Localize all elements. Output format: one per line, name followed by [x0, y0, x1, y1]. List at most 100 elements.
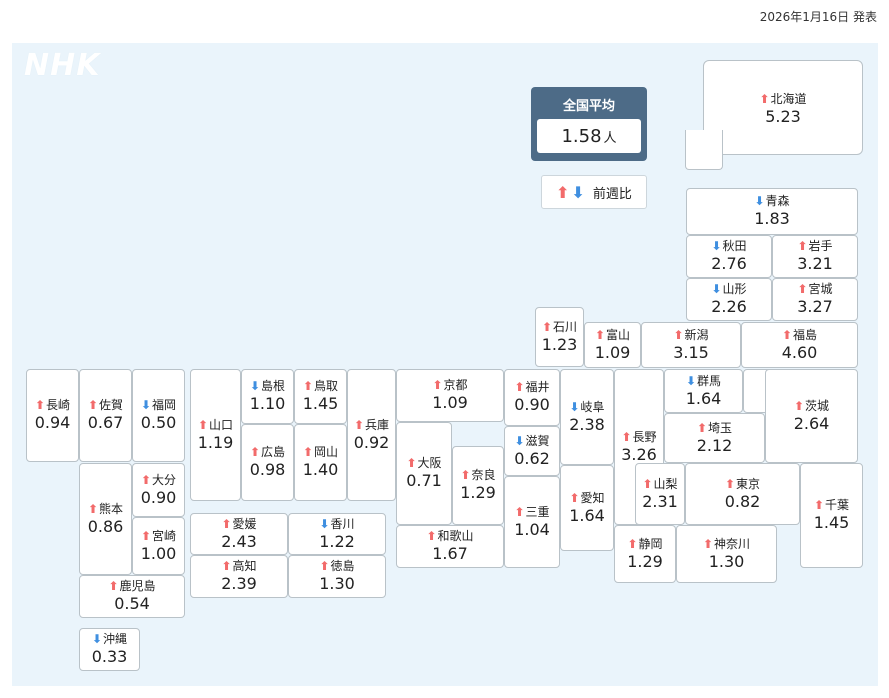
- pref-name: ⬆ 岡山: [303, 445, 338, 459]
- pref-value: 2.12: [696, 435, 733, 455]
- pref-value: 3.26: [621, 444, 657, 464]
- arrow-up-icon: ⬆: [406, 456, 417, 470]
- pref-name-text: 福島: [793, 327, 818, 342]
- pref-fukuoka[interactable]: ⬇ 福岡 0.50: [132, 369, 185, 462]
- pref-mie[interactable]: ⬆ 三重 1.04: [504, 476, 560, 568]
- pref-name-text: 石川: [553, 319, 578, 334]
- pref-name: ⬆ 佐賀: [88, 398, 123, 412]
- pref-name-text: 佐賀: [99, 398, 124, 412]
- pref-okayama[interactable]: ⬆ 岡山 1.40: [294, 424, 347, 501]
- pref-hiroshima[interactable]: ⬆ 広島 0.98: [241, 424, 294, 501]
- arrow-up-icon: ⬆: [302, 445, 314, 459]
- pref-wakayama[interactable]: ⬆ 和歌山 1.67: [396, 525, 504, 568]
- pref-name-text: 長崎: [46, 398, 71, 412]
- pref-name: ⬇ 滋賀: [514, 434, 549, 448]
- pref-hyogo[interactable]: ⬆ 兵庫 0.92: [347, 369, 396, 501]
- pref-kagoshima[interactable]: ⬆ 鹿児島 0.54: [79, 575, 185, 618]
- pref-fukui[interactable]: ⬆ 福井 0.90: [504, 369, 560, 426]
- pref-kumamoto[interactable]: ⬆ 熊本 0.86: [79, 463, 132, 575]
- pref-akita[interactable]: ⬇ 秋田 2.76: [686, 235, 772, 278]
- arrow-up-icon: ⬆: [541, 319, 553, 334]
- arrow-down-icon: ⬇: [514, 433, 525, 448]
- pref-value: 1.67: [432, 544, 468, 563]
- pref-saitama[interactable]: ⬆ 埼玉 2.12: [664, 413, 765, 463]
- arrow-down-icon: ⬇: [140, 398, 152, 412]
- pref-osaka[interactable]: ⬆ 大阪 0.71: [396, 422, 452, 525]
- pref-shiga[interactable]: ⬇ 滋賀 0.62: [504, 426, 560, 476]
- pref-value: 0.90: [514, 395, 550, 414]
- arrow-up-icon: ⬆: [724, 476, 736, 491]
- pref-hokkaido[interactable]: ⬆ 北海道 5.23: [703, 84, 863, 134]
- pref-toyama[interactable]: ⬆ 富山 1.09: [584, 322, 641, 368]
- pref-name: ⬆ 北海道: [759, 92, 806, 106]
- pref-value: 1.64: [685, 388, 722, 408]
- pref-value: 1.10: [249, 394, 286, 413]
- pref-nagasaki[interactable]: ⬆ 長崎 0.94: [26, 369, 79, 462]
- pref-aomori[interactable]: ⬇ 青森 1.83: [686, 188, 858, 235]
- pref-name: ⬆ 鹿児島: [108, 579, 155, 593]
- pref-name: ⬆ 長野: [621, 430, 656, 444]
- pref-gunma[interactable]: ⬇ 群馬 1.64: [664, 369, 743, 413]
- pref-miyagi[interactable]: ⬆ 宮城 3.27: [772, 278, 858, 321]
- arrow-up-icon: ⬆: [221, 559, 232, 573]
- pref-value: 0.33: [91, 647, 128, 666]
- pref-name: ⬆ 長崎: [35, 398, 70, 412]
- pref-fukushima[interactable]: ⬆ 福島 4.60: [741, 322, 858, 368]
- arrow-up-icon: ⬆: [460, 468, 471, 482]
- pref-value: 0.50: [140, 413, 177, 432]
- pref-yamanashi[interactable]: ⬆ 山梨 2.31: [635, 463, 685, 525]
- pref-shimane[interactable]: ⬇ 島根 1.10: [241, 369, 294, 424]
- pref-okinawa[interactable]: ⬇ 沖縄 0.33: [79, 628, 140, 671]
- pref-name-text: 高知: [232, 559, 257, 573]
- announcement-date: 2026年1月16日 発表: [759, 10, 877, 24]
- pref-kochi[interactable]: ⬆ 高知 2.39: [190, 555, 288, 598]
- pref-name-text: 沖縄: [103, 632, 128, 646]
- arrow-up-icon: ⬆: [514, 504, 525, 519]
- arrow-up-icon: ⬆: [793, 398, 805, 413]
- pref-name: ⬆ 宮城: [797, 282, 832, 296]
- arrow-up-icon: ⬆: [87, 501, 99, 516]
- pref-yamaguchi[interactable]: ⬆ 山口 1.19: [190, 369, 241, 501]
- pref-aichi[interactable]: ⬆ 愛知 1.64: [560, 465, 614, 551]
- pref-name: ⬆ 和歌山: [426, 529, 473, 543]
- pref-kanagawa[interactable]: ⬆ 神奈川 1.30: [676, 525, 777, 583]
- pref-name-text: 奈良: [471, 468, 496, 482]
- pref-value: 1.09: [594, 342, 631, 362]
- arrow-up-icon: ⬆: [627, 536, 638, 551]
- pref-shizuoka[interactable]: ⬆ 静岡 1.29: [614, 525, 676, 583]
- pref-value: 4.60: [781, 342, 818, 362]
- pref-oita[interactable]: ⬆ 大分 0.90: [132, 463, 185, 517]
- pref-name: ⬆ 千葉: [814, 498, 849, 512]
- pref-gifu[interactable]: ⬇ 岐阜 2.38: [560, 369, 614, 465]
- pref-value: 1.45: [302, 394, 339, 413]
- pref-value: 1.09: [432, 393, 468, 412]
- pref-hokkaido[interactable]: [703, 60, 863, 155]
- pref-tokyo[interactable]: ⬆ 東京 0.82: [685, 463, 800, 525]
- pref-miyazaki[interactable]: ⬆ 宮崎 1.00: [132, 517, 185, 575]
- arrow-up-icon: ⬆: [302, 379, 314, 393]
- pref-name: ⬆ 京都: [432, 378, 467, 392]
- pref-kagawa[interactable]: ⬇ 香川 1.22: [288, 513, 386, 555]
- pref-ehime[interactable]: ⬆ 愛媛 2.43: [190, 513, 288, 555]
- pref-value: 1.04: [514, 519, 550, 539]
- pref-niigata[interactable]: ⬆ 新潟 3.15: [641, 322, 741, 368]
- pref-ishikawa[interactable]: ⬆ 石川 1.23: [535, 307, 584, 367]
- pref-name: ⬆ 茨城: [794, 399, 829, 413]
- pref-kyoto[interactable]: ⬆ 京都 1.09: [396, 369, 504, 422]
- arrow-up-icon: ⬆: [432, 378, 443, 392]
- pref-iwate[interactable]: ⬆ 岩手 3.21: [772, 235, 858, 278]
- pref-ibaraki[interactable]: ⬆ 茨城 2.64: [765, 369, 858, 463]
- pref-name-text: 山梨: [653, 476, 678, 491]
- pref-name-text: 埼玉: [708, 420, 733, 435]
- pref-tottori[interactable]: ⬆ 鳥取 1.45: [294, 369, 347, 424]
- pref-value: 0.98: [249, 460, 286, 479]
- national-average-title: 全国平均: [562, 99, 615, 114]
- pref-tokushima[interactable]: ⬆ 徳島 1.30: [288, 555, 386, 598]
- pref-yamagata[interactable]: ⬇ 山形 2.26: [686, 278, 772, 321]
- pref-name-text: 福岡: [152, 398, 177, 412]
- pref-saga[interactable]: ⬆ 佐賀 0.67: [79, 369, 132, 462]
- arrow-up-icon: ⬆: [140, 472, 152, 487]
- pref-nara[interactable]: ⬆ 奈良 1.29: [452, 446, 504, 525]
- pref-chiba[interactable]: ⬆ 千葉 1.45: [800, 463, 863, 568]
- pref-name: ⬆ 愛知: [569, 491, 604, 505]
